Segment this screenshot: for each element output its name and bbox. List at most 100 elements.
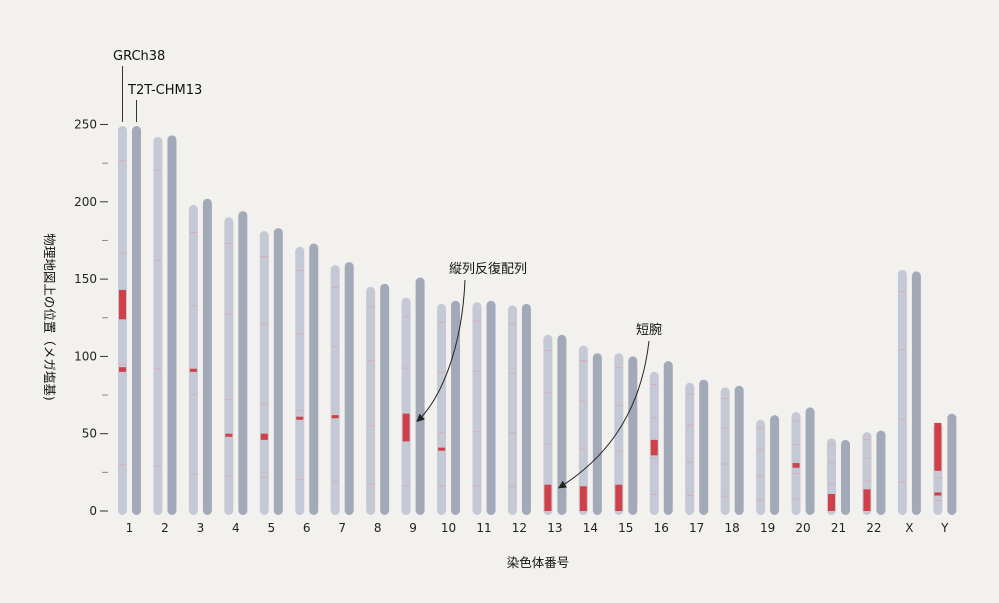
y-tick-label: 100	[74, 349, 97, 363]
annotation-label: 縦列反復配列	[449, 261, 527, 277]
y-tick-label: 150	[74, 272, 97, 286]
y-axis: 0 50 100 150 200 250	[74, 118, 108, 518]
bar-t2t	[486, 300, 496, 515]
x-axis-title: 染色体番号	[507, 555, 570, 570]
annotation-label: 短腕	[636, 322, 662, 338]
bar-grch38	[578, 345, 588, 515]
x-tick-label: 5	[267, 521, 275, 535]
x-tick-label: 16	[654, 521, 669, 535]
bar-t2t	[876, 430, 886, 515]
x-axis: 1 2 3 4 5 6 7 8 9 10 11 12 13 14 15 16 17 18 19 20 21 22 X Y	[126, 521, 949, 535]
bar-t2t	[415, 277, 425, 515]
highlight-region	[119, 367, 126, 372]
highlight-region	[934, 422, 942, 471]
bar-t2t	[663, 361, 673, 515]
y-tick-label: 0	[89, 504, 97, 518]
x-tick-label: 6	[303, 521, 311, 535]
bar-t2t	[202, 198, 212, 515]
bar-t2t	[238, 211, 248, 516]
highlight-region	[828, 493, 835, 511]
bar-t2t	[592, 353, 602, 515]
x-tick-label: 13	[547, 521, 562, 535]
x-tick-label: X	[905, 521, 913, 535]
bar-grch38	[366, 286, 376, 515]
bar-grch38	[756, 419, 766, 515]
annotation-arrow	[416, 279, 466, 423]
y-axis-title: 物理地図上の位置（メガ塩基)	[42, 233, 57, 400]
highlight-regions	[119, 289, 942, 511]
x-tick-label: 4	[232, 521, 240, 535]
bar-t2t	[770, 415, 780, 515]
highlight-region	[225, 433, 233, 437]
bar-grch38	[437, 303, 447, 515]
y-tick-label: 50	[82, 427, 97, 441]
y-tick-label: 250	[74, 118, 97, 132]
bar-t2t	[167, 135, 177, 515]
legend: GRCh38 T2T-CHM13	[113, 49, 202, 122]
bar-grch38	[295, 246, 305, 515]
x-tick-label: 2	[161, 521, 169, 535]
bar-t2t	[805, 407, 815, 515]
bar-t2t	[273, 228, 283, 515]
bar-grch38	[188, 204, 198, 515]
bar-t2t	[699, 379, 709, 515]
highlight-region	[402, 413, 410, 442]
bar-grch38	[330, 265, 340, 515]
x-tick-label: 14	[583, 521, 598, 535]
highlight-region	[438, 447, 446, 451]
highlight-region	[119, 289, 126, 320]
highlight-region	[934, 492, 942, 496]
bar-grch38	[720, 387, 730, 515]
x-tick-label: 12	[512, 521, 527, 535]
bar-grch38	[507, 305, 517, 515]
highlight-region	[544, 484, 552, 511]
legend-t2t-label: T2T-CHM13	[127, 83, 202, 98]
highlight-region	[331, 415, 339, 419]
highlight-region	[863, 489, 871, 511]
bar-grch38	[118, 126, 127, 516]
bar-t2t	[521, 303, 531, 515]
x-tick-label: Y	[940, 521, 949, 535]
bar-grch38	[614, 353, 624, 515]
x-tick-label: 17	[689, 521, 704, 535]
highlight-region	[579, 486, 587, 511]
bar-t2t	[344, 262, 354, 515]
highlight-region	[260, 433, 268, 440]
x-tick-label: 11	[476, 521, 491, 535]
bar-t2t	[309, 243, 319, 516]
bar-t2t	[947, 413, 957, 515]
bar-grch38	[472, 302, 482, 515]
x-tick-label: 8	[374, 521, 382, 535]
x-tick-label: 3	[197, 521, 205, 535]
y-tick-label: 200	[74, 195, 97, 209]
highlight-region	[650, 439, 658, 456]
bar-grch38	[897, 269, 907, 515]
bar-grch38	[401, 297, 411, 515]
x-tick-label: 10	[441, 521, 456, 535]
bar-grch38	[224, 217, 234, 515]
bar-t2t	[557, 334, 567, 515]
bar-t2t	[628, 356, 638, 515]
x-tick-label: 20	[795, 521, 810, 535]
highlight-region	[189, 368, 197, 372]
x-tick-label: 22	[866, 521, 881, 535]
highlight-region	[615, 484, 623, 511]
bar-grch38	[685, 382, 695, 515]
bar-grch38	[259, 231, 269, 515]
bar-t2t	[734, 385, 744, 515]
x-tick-label: 7	[338, 521, 346, 535]
bar-t2t	[911, 271, 921, 515]
highlight-region	[792, 463, 800, 468]
x-tick-label: 9	[409, 521, 417, 535]
bar-t2t	[132, 126, 141, 516]
highlight-region	[296, 416, 304, 420]
x-tick-label: 1	[126, 521, 134, 535]
chromosome-bars	[118, 126, 957, 516]
bar-grch38	[543, 334, 553, 515]
legend-grch38-label: GRCh38	[113, 49, 165, 64]
bar-t2t	[380, 283, 390, 515]
x-tick-label: 21	[831, 521, 846, 535]
annotation-arrow	[558, 340, 650, 489]
x-tick-label: 15	[618, 521, 633, 535]
